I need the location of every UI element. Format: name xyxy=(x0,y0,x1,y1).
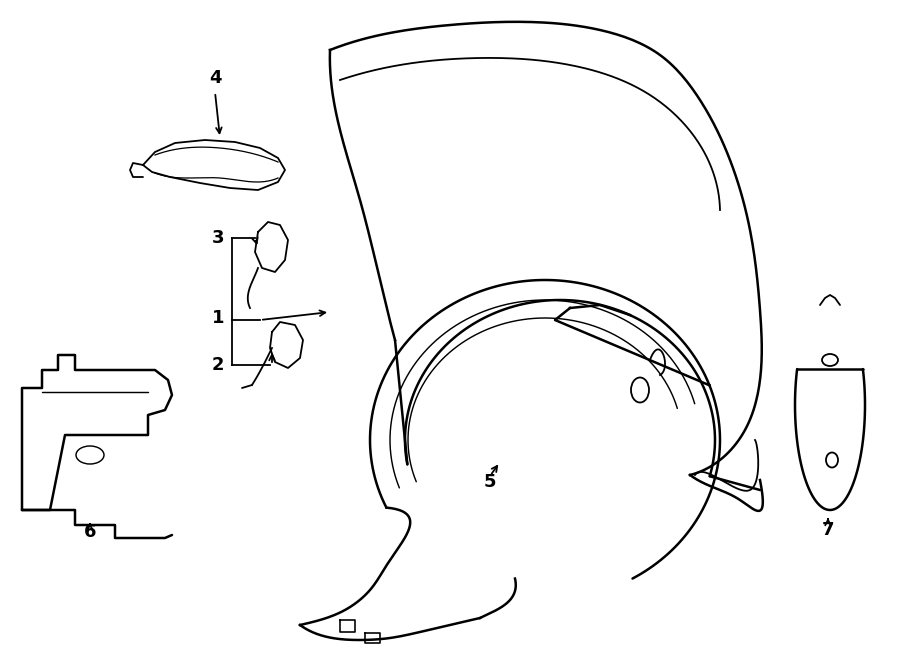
Text: 4: 4 xyxy=(209,69,221,87)
Text: 6: 6 xyxy=(84,523,96,541)
Text: 7: 7 xyxy=(822,521,834,539)
Text: 5: 5 xyxy=(484,473,496,491)
Text: 2: 2 xyxy=(212,356,224,374)
Text: 3: 3 xyxy=(212,229,224,247)
Text: 1: 1 xyxy=(212,309,224,327)
